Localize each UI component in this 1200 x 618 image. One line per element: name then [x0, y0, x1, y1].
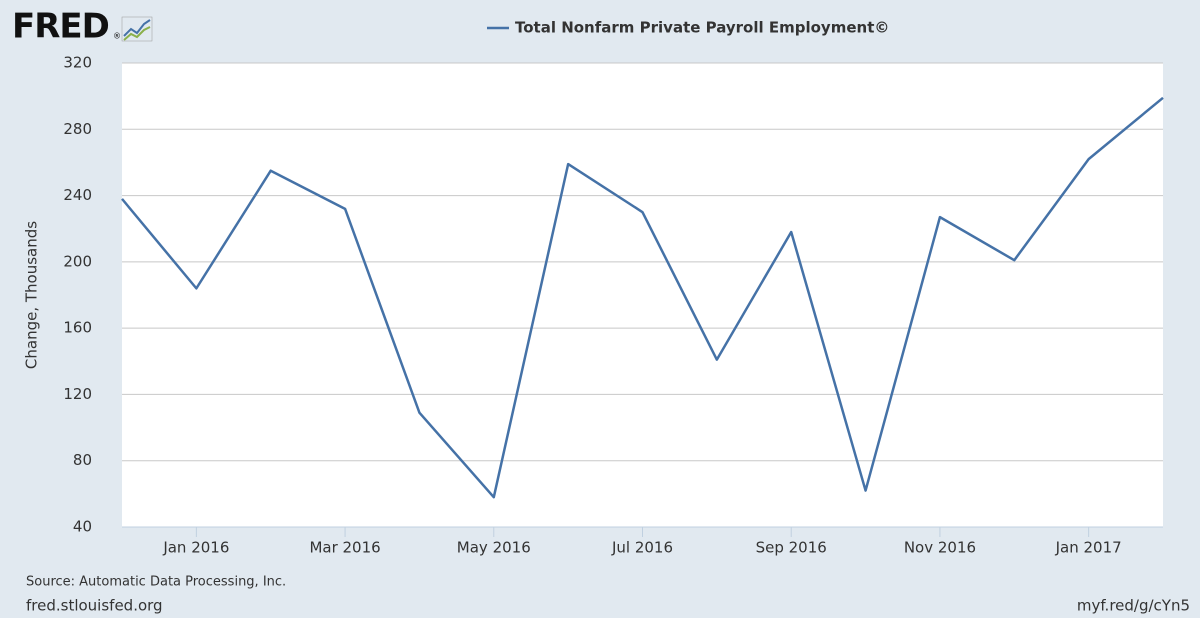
- x-tick-label: Jan 2016: [162, 539, 229, 557]
- logo: FRED: [12, 7, 109, 47]
- y-axis-label: Change, Thousands: [23, 221, 41, 369]
- short-link: myf.red/g/cYn5: [1077, 597, 1190, 615]
- logo-mark: ®: [113, 32, 121, 41]
- y-tick-label: 240: [63, 186, 92, 204]
- legend-label: Total Nonfarm Private Payroll Employment…: [515, 19, 889, 37]
- source: Source: Automatic Data Processing, Inc.: [26, 575, 286, 590]
- y-tick-label: 40: [73, 518, 92, 536]
- y-tick-label: 120: [63, 385, 92, 403]
- y-tick-label: 200: [63, 252, 92, 270]
- x-tick-label: Sep 2016: [756, 539, 827, 557]
- data-line: [121, 96, 1164, 499]
- x-tick-label: Jan 2017: [1055, 539, 1122, 557]
- y-tick-label: 160: [63, 319, 92, 337]
- site: fred.stlouisfed.org: [26, 597, 163, 615]
- x-tick-label: Mar 2016: [309, 539, 380, 557]
- y-tick-label: 320: [63, 54, 92, 72]
- x-tick-label: Jul 2016: [611, 539, 673, 557]
- logo-icon: [121, 16, 153, 42]
- plot-area: [122, 63, 1163, 527]
- y-tick-label: 80: [73, 451, 92, 469]
- x-tick-label: May 2016: [457, 539, 531, 557]
- x-tick-label: Nov 2016: [904, 539, 976, 557]
- y-tick-label: 280: [63, 120, 92, 138]
